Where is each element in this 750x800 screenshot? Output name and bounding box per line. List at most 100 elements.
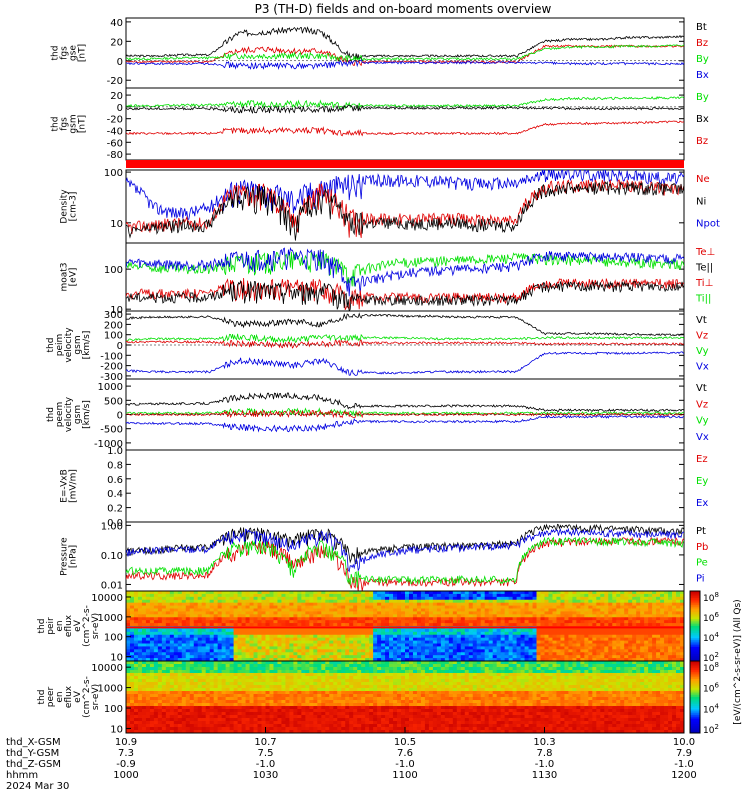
heat-cell xyxy=(432,655,438,659)
heat-cell xyxy=(544,658,549,662)
heat-cell xyxy=(205,643,211,647)
heat-cell xyxy=(209,682,215,686)
heat-cell xyxy=(560,596,565,601)
heat-cell xyxy=(345,715,350,719)
heat-cell xyxy=(536,640,541,644)
heat-cell xyxy=(173,643,179,647)
heat-cell xyxy=(349,703,354,707)
heat-cell xyxy=(133,652,139,656)
heat-cell xyxy=(157,730,163,734)
heat-cell xyxy=(472,643,478,647)
heat-cell xyxy=(516,593,521,598)
heat-cell xyxy=(309,697,314,701)
heat-cell xyxy=(345,623,350,627)
heat-cell xyxy=(444,593,450,598)
heat-cell xyxy=(397,643,402,647)
heat-cell xyxy=(516,634,521,639)
heat-cell xyxy=(245,703,250,707)
heat-cell xyxy=(500,652,506,656)
heat-cell xyxy=(313,676,318,680)
heat-cell xyxy=(464,605,470,609)
heat-cell xyxy=(536,649,541,653)
heat-cell xyxy=(616,649,621,653)
heat-cell xyxy=(301,634,306,639)
heat-cell xyxy=(484,649,490,653)
heat-cell xyxy=(464,652,470,656)
heat-cell xyxy=(317,730,322,734)
heat-cell xyxy=(576,605,581,609)
heat-cell xyxy=(596,643,601,647)
heat-cell xyxy=(249,599,254,604)
heat-cell xyxy=(564,634,569,639)
heat-cell xyxy=(680,649,685,653)
heat-cell xyxy=(341,727,346,731)
heat-cell xyxy=(173,685,179,689)
heat-cell xyxy=(325,614,330,618)
heat-cell xyxy=(205,688,211,692)
heat-cell xyxy=(460,658,466,662)
heat-cell xyxy=(412,658,418,662)
heat-cell xyxy=(201,605,207,609)
heat-cell xyxy=(628,591,633,595)
heat-cell xyxy=(536,623,541,627)
heat-cell xyxy=(592,637,597,641)
heat-cell xyxy=(652,614,657,618)
heat-cell xyxy=(644,646,649,650)
heat-cell xyxy=(492,623,498,627)
heat-cell xyxy=(217,721,223,725)
heat-cell xyxy=(293,724,298,728)
heat-cell xyxy=(217,697,223,701)
heat-cell xyxy=(245,661,250,665)
heat-cell xyxy=(145,700,151,704)
heat-cell xyxy=(237,640,242,644)
heat-cell xyxy=(181,709,187,713)
heat-cell xyxy=(153,682,159,686)
heat-cell xyxy=(389,643,394,647)
heat-cell xyxy=(157,637,163,641)
heat-cell xyxy=(488,658,494,662)
heat-cell xyxy=(261,727,266,731)
heat-cell xyxy=(676,646,681,650)
heat-cell xyxy=(265,608,270,612)
heat-cell xyxy=(488,623,494,627)
heat-cell xyxy=(141,688,147,692)
heat-cell xyxy=(401,643,406,647)
heat-cell xyxy=(604,611,609,615)
heat-cell xyxy=(325,730,330,734)
heat-cell xyxy=(540,605,545,609)
heat-cell xyxy=(145,718,151,722)
heat-cell xyxy=(257,623,262,627)
heat-cell xyxy=(337,712,342,716)
heat-cell xyxy=(349,682,354,686)
heat-cell xyxy=(424,611,430,615)
heat-cell xyxy=(532,608,537,612)
heat-cell xyxy=(500,637,506,641)
heat-cell xyxy=(668,596,673,601)
heat-cell xyxy=(636,637,641,641)
heat-cell xyxy=(676,620,681,624)
heat-cell xyxy=(245,673,250,677)
heat-cell xyxy=(153,611,159,615)
ylabel-line: [km/s] xyxy=(82,400,92,429)
heat-cell xyxy=(269,673,274,677)
heat-cell xyxy=(213,655,219,659)
heat-cell xyxy=(193,658,199,662)
heat-cell xyxy=(213,661,219,665)
heat-cell xyxy=(273,718,278,722)
heat-cell xyxy=(293,730,298,734)
heat-cell xyxy=(532,599,537,604)
heat-cell xyxy=(289,617,294,621)
heat-cell xyxy=(548,643,553,647)
heat-cell xyxy=(126,599,131,604)
heat-cell xyxy=(536,591,541,595)
heat-cell xyxy=(424,596,430,601)
heat-cell xyxy=(217,694,223,698)
heat-cell xyxy=(177,724,183,728)
heat-cell xyxy=(329,631,334,636)
heat-cell xyxy=(532,643,537,647)
heat-cell xyxy=(408,614,414,618)
heat-cell xyxy=(309,649,314,653)
heat-cell xyxy=(161,691,167,695)
heat-cell xyxy=(233,658,238,662)
heat-cell xyxy=(588,652,593,656)
